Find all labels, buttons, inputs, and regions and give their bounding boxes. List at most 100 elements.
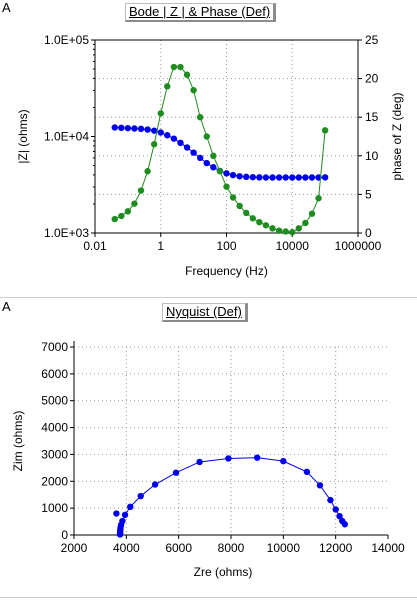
- bode-phase-point: [164, 83, 171, 90]
- nyquist-chart: 2000 4000 6000 8000 10000 12000 14000 0 1000 2000…: [11, 340, 405, 579]
- bode-phase-point: [256, 218, 263, 226]
- nyquist-chart-title-text: Nyquist (Def): [166, 304, 242, 319]
- bode-phase-point: [289, 229, 296, 236]
- nyquist-panel-letter: A: [2, 299, 11, 314]
- bode-phase-point: [223, 183, 230, 190]
- bode-phase-point: [150, 141, 158, 148]
- bode-magnitude-point: [111, 124, 118, 131]
- bode-phase-point: [144, 168, 151, 175]
- bode-chart-title-text: Bode | Z | & Phase (Def): [129, 4, 271, 19]
- nyquist-y-tick-label: 3000: [41, 447, 68, 461]
- bode-magnitude-point: [150, 127, 158, 134]
- nyquist-panel: A Nyquist (Def) 2000 4000 6000 8000 10000 120…: [0, 299, 417, 600]
- nyquist-point: [116, 531, 124, 538]
- bode-phase-point: [295, 225, 302, 232]
- nyquist-x-tick-label: 12000: [319, 541, 353, 555]
- nyquist-point: [280, 457, 287, 465]
- nyquist-point: [336, 513, 343, 520]
- bode-x-tick-label: 1: [157, 239, 164, 253]
- bode-magnitude-point: [262, 174, 270, 181]
- bode-magnitude-point: [170, 135, 178, 142]
- bode-phase-point: [269, 225, 276, 232]
- bode-magnitude-point: [282, 174, 289, 181]
- nyquist-x-tick-label: 8000: [218, 541, 245, 555]
- bode-phase-point: [124, 208, 132, 215]
- bode-y2-tick-label: 20: [365, 72, 379, 86]
- bode-magnitude-point: [295, 174, 302, 181]
- bode-chart: 0.01 1 100 10000 10000001.0E+031.0E+041.0E+0…: [16, 33, 404, 278]
- bode-magnitude-point: [275, 174, 283, 181]
- nyquist-point: [121, 511, 129, 519]
- nyquist-y-tick-label: 4000: [41, 421, 68, 435]
- nyquist-point: [253, 454, 261, 461]
- bode-magnitude-point: [157, 129, 164, 136]
- bode-phase-point: [170, 63, 178, 71]
- nyquist-x-tick-label: 14000: [371, 541, 405, 555]
- bode-phase-line: [114, 66, 326, 233]
- bode-magnitude-point: [118, 124, 125, 132]
- nyquist-point: [339, 517, 346, 525]
- nyquist-point: [225, 455, 232, 462]
- nyquist-chart-title[interactable]: Nyquist (Def): [162, 303, 248, 322]
- bode-magnitude-point: [144, 126, 151, 133]
- nyquist-y-tick-label: 5000: [41, 394, 68, 408]
- nyquist-curve: [119, 457, 346, 535]
- bode-magnitude-point: [236, 173, 243, 180]
- nyquist-point: [332, 506, 339, 513]
- bode-magnitude-point: [196, 154, 204, 162]
- nyquist-y-tick-label: 0: [61, 528, 68, 542]
- bode-magnitude-point: [302, 174, 309, 181]
- nyquist-y-tick-label: 6000: [41, 367, 68, 381]
- bode-x-axis-label: Frequency (Hz): [185, 264, 268, 278]
- bode-x-tick-label: 100: [216, 239, 236, 253]
- bode-magnitude-point: [321, 174, 329, 181]
- bode-y2-axis-label: phase of Z (deg): [390, 92, 404, 180]
- bode-magnitude-point: [183, 144, 191, 151]
- bode-y-axis-label: |Z| (ohms): [16, 109, 30, 163]
- bode-magnitude-point: [308, 174, 316, 181]
- bode-x-tick-label: 10000: [276, 239, 310, 253]
- bode-magnitude-point: [249, 173, 257, 181]
- bode-y-tick-label: 1.0E+04: [44, 130, 89, 144]
- bode-magnitude-point: [210, 164, 217, 171]
- bode-magnitude-point: [256, 174, 263, 181]
- bode-y-tick-label: 1.0E+05: [44, 33, 89, 47]
- bode-y2-tick-label: 5: [365, 187, 372, 201]
- bode-magnitude-point: [243, 173, 250, 181]
- bode-phase-point: [243, 209, 250, 217]
- bode-phase-point: [249, 215, 257, 222]
- bode-phase-point: [190, 86, 197, 94]
- bode-phase-point: [308, 210, 316, 217]
- nyquist-y-tick-label: 7000: [41, 340, 68, 354]
- nyquist-point: [127, 503, 134, 510]
- bode-phase-point: [210, 152, 217, 159]
- bode-phase-point: [236, 202, 243, 210]
- bode-phase-point: [131, 200, 138, 207]
- bode-phase-point: [203, 133, 210, 140]
- bode-phase-point: [157, 110, 164, 117]
- bode-y2-tick-label: 25: [365, 33, 379, 47]
- nyquist-point: [327, 496, 334, 504]
- bode-magnitude-point: [177, 139, 184, 147]
- bode-magnitude-point: [223, 170, 230, 177]
- bode-x-tick-label: 1000000: [335, 239, 382, 253]
- bode-phase-point: [275, 227, 283, 234]
- bode-magnitude-point: [289, 174, 296, 181]
- bottom-divider: [0, 597, 417, 598]
- bode-magnitude-point: [164, 132, 171, 139]
- nyquist-x-tick-label: 2000: [61, 541, 88, 555]
- nyquist-point: [172, 469, 180, 476]
- nyquist-point: [137, 492, 144, 500]
- bode-magnitude-point: [203, 159, 210, 167]
- nyquist-x-tick-label: 6000: [165, 541, 192, 555]
- nyquist-point: [303, 468, 311, 476]
- bode-y2-tick-label: 0: [365, 226, 372, 240]
- bode-phase-point: [216, 168, 224, 175]
- nyquist-point: [113, 510, 120, 517]
- bode-phase-point: [229, 194, 237, 201]
- bode-phase-point: [137, 187, 145, 194]
- bode-chart-title[interactable]: Bode | Z | & Phase (Def): [125, 3, 277, 22]
- nyquist-point: [196, 458, 203, 466]
- nyquist-y-tick-label: 1000: [41, 501, 68, 515]
- bode-magnitude-point: [124, 124, 132, 132]
